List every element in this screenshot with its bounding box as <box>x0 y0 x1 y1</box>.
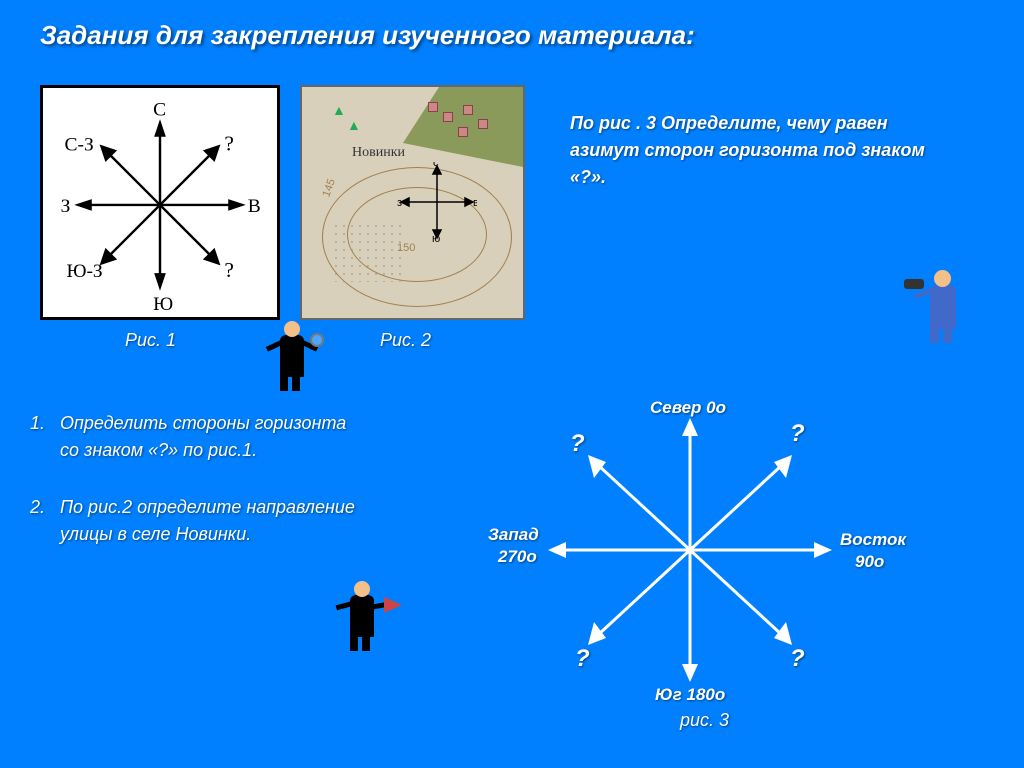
task-number: 2. <box>30 494 60 548</box>
compass-label-nw: С-З <box>65 134 94 155</box>
azimuth-label-w2: 270о <box>498 547 537 567</box>
slide-title: Задания для закрепления изученного матер… <box>40 20 695 51</box>
svg-text:ю: ю <box>432 233 440 242</box>
compass-label-se: ? <box>224 258 234 282</box>
task-text: Определить стороны горизонта со знаком «… <box>60 410 370 464</box>
azimuth-label-s: Юг 180о <box>655 685 725 705</box>
figure-1-caption: Рис. 1 <box>125 330 176 351</box>
azimuth-label-se: ? <box>790 645 805 673</box>
compass-label-w: З <box>61 196 71 217</box>
compass-label-s: Ю <box>153 294 173 315</box>
person-magnifier-icon <box>280 335 304 391</box>
instruction-text: По рис . 3 Определите, чему равен азимут… <box>570 110 940 191</box>
svg-text:в: в <box>473 197 477 209</box>
figure-2-topographic-map: Новинки с ю з в 145 150 ▲ ▲ <box>300 85 525 320</box>
task-list: 1. Определить стороны горизонта со знако… <box>30 410 370 578</box>
azimuth-label-sw: ? <box>575 645 590 673</box>
task-text: По рис.2 определите направление улицы в … <box>60 494 370 548</box>
person-megaphone-icon <box>350 595 374 651</box>
map-village-label: Новинки <box>352 145 405 161</box>
compass-label-n: С <box>153 99 166 120</box>
azimuth-label-nw: ? <box>570 430 585 458</box>
figure-3-azimuth-compass: Север 0о ? Восток 90о ? Юг 180о ? Запад … <box>470 370 910 730</box>
figure-3-caption: рис. 3 <box>680 710 729 731</box>
person-binoculars-icon <box>930 285 956 343</box>
task-item-2: 2. По рис.2 определите направление улицы… <box>30 494 370 548</box>
figure-1-compass-rose: С Ю З В С-З ? Ю-З ? <box>40 85 280 320</box>
svg-text:с: с <box>433 162 439 169</box>
compass-label-ne: ? <box>224 131 234 155</box>
compass-label-sw: Ю-З <box>66 261 102 282</box>
azimuth-label-e1: Восток <box>840 530 906 550</box>
task-item-1: 1. Определить стороны горизонта со знако… <box>30 410 370 464</box>
svg-text:з: з <box>397 197 402 209</box>
azimuth-label-w1: Запад <box>488 525 539 545</box>
compass-label-e: В <box>248 196 261 217</box>
azimuth-label-e2: 90о <box>855 552 884 572</box>
azimuth-label-ne: ? <box>790 420 805 448</box>
task-number: 1. <box>30 410 60 464</box>
azimuth-label-n: Север 0о <box>650 398 726 418</box>
figure-2-caption: Рис. 2 <box>380 330 431 351</box>
